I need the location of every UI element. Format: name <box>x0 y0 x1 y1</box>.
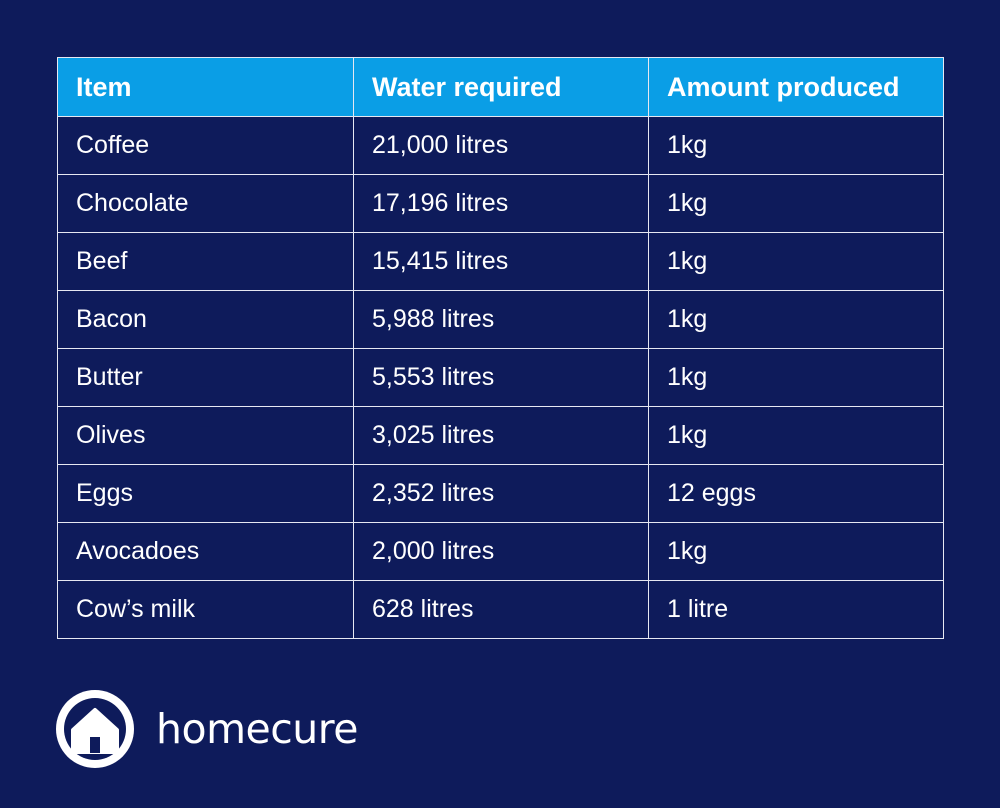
column-header-item: Item <box>57 57 354 117</box>
item-cell: Chocolate <box>57 174 354 233</box>
water-required-cell: 15,415 litres <box>353 232 649 291</box>
house-logo-icon <box>56 690 134 768</box>
water-required-cell: 628 litres <box>353 580 649 639</box>
item-cell: Cow’s milk <box>57 580 354 639</box>
table-row: Bacon 5,988 litres 1kg <box>57 290 944 349</box>
amount-produced-cell: 1kg <box>648 174 944 233</box>
water-usage-table: Item Water required Amount produced Coff… <box>57 57 944 639</box>
item-cell: Olives <box>57 406 354 465</box>
brand-logo: homecure <box>56 690 358 768</box>
water-required-cell: 5,553 litres <box>353 348 649 407</box>
table-header-row: Item Water required Amount produced <box>57 57 944 117</box>
water-required-cell: 3,025 litres <box>353 406 649 465</box>
water-required-cell: 5,988 litres <box>353 290 649 349</box>
brand-name: homecure <box>156 704 358 753</box>
table-row: Beef 15,415 litres 1kg <box>57 232 944 291</box>
amount-produced-cell: 1kg <box>648 406 944 465</box>
amount-produced-cell: 1kg <box>648 290 944 349</box>
item-cell: Eggs <box>57 464 354 523</box>
table-row: Coffee 21,000 litres 1kg <box>57 116 944 175</box>
water-required-cell: 17,196 litres <box>353 174 649 233</box>
column-header-amount-produced: Amount produced <box>648 57 944 117</box>
table-row: Cow’s milk 628 litres 1 litre <box>57 580 944 639</box>
water-required-cell: 2,352 litres <box>353 464 649 523</box>
amount-produced-cell: 1kg <box>648 348 944 407</box>
item-cell: Butter <box>57 348 354 407</box>
amount-produced-cell: 12 eggs <box>648 464 944 523</box>
table-row: Avocadoes 2,000 litres 1kg <box>57 522 944 581</box>
amount-produced-cell: 1kg <box>648 116 944 175</box>
item-cell: Coffee <box>57 116 354 175</box>
item-cell: Avocadoes <box>57 522 354 581</box>
water-required-cell: 2,000 litres <box>353 522 649 581</box>
amount-produced-cell: 1 litre <box>648 580 944 639</box>
table-row: Olives 3,025 litres 1kg <box>57 406 944 465</box>
amount-produced-cell: 1kg <box>648 522 944 581</box>
table-row: Eggs 2,352 litres 12 eggs <box>57 464 944 523</box>
table-row: Butter 5,553 litres 1kg <box>57 348 944 407</box>
item-cell: Bacon <box>57 290 354 349</box>
water-required-cell: 21,000 litres <box>353 116 649 175</box>
table-row: Chocolate 17,196 litres 1kg <box>57 174 944 233</box>
item-cell: Beef <box>57 232 354 291</box>
amount-produced-cell: 1kg <box>648 232 944 291</box>
column-header-water-required: Water required <box>353 57 649 117</box>
